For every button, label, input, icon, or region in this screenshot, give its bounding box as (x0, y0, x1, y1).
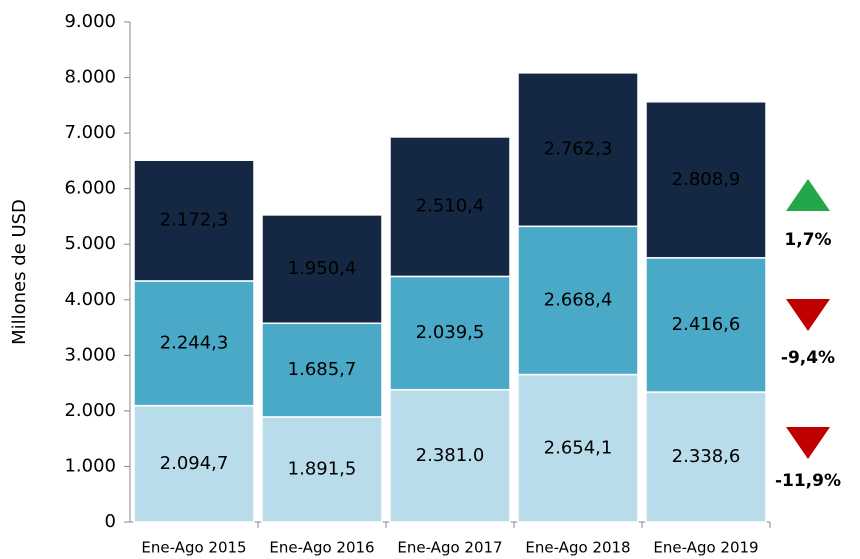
bar-segment (517, 225, 639, 376)
annotation: -11,9% (775, 471, 841, 491)
data-label: 2.510,4 (416, 196, 485, 217)
y-tick-label: 5.000 (64, 233, 116, 254)
bar-segment (261, 416, 383, 523)
bar-segment (133, 280, 255, 407)
annotation: -9,4% (781, 348, 835, 368)
data-label: 2.172,3 (160, 210, 229, 231)
bar-segment (645, 101, 767, 259)
y-tick-label: 4.000 (64, 289, 116, 310)
data-label: 1.685,7 (288, 359, 357, 380)
y-tick-label: 3.000 (64, 344, 116, 365)
data-label: 2.668,4 (544, 289, 613, 310)
bar-segment (645, 391, 767, 523)
y-tick-label: 9.000 (64, 11, 116, 32)
y-axis-label: Millones de USD (9, 199, 30, 345)
y-tick-label: 2.000 (64, 400, 116, 421)
y-tick-label: 7.000 (64, 122, 116, 143)
y-tick-label: 6.000 (64, 178, 116, 199)
trend-arrow (786, 179, 830, 211)
bar-segment (261, 322, 383, 418)
bar-segment (389, 136, 511, 278)
bar-segment (517, 373, 639, 523)
y-tick-label: 8.000 (64, 67, 116, 88)
x-tick-label: Ene-Ago 2015 (141, 539, 246, 557)
data-label: 2.039,5 (416, 322, 485, 343)
data-label: 1.891,5 (288, 458, 357, 479)
data-label: 2.808,9 (672, 169, 741, 190)
data-label: 2.416,6 (672, 314, 741, 335)
data-label: 2.338,6 (672, 446, 741, 467)
bar-segment (645, 257, 767, 393)
data-label: 2.762,3 (544, 139, 613, 160)
data-label: 2.654,1 (544, 437, 613, 458)
y-tick-label: 0 (105, 511, 116, 532)
trend-arrow (786, 299, 830, 331)
annotation: 1,7% (784, 230, 831, 250)
data-label: 2.244,3 (160, 332, 229, 353)
data-label: 2.094,7 (160, 453, 229, 474)
bar-segment (133, 404, 255, 523)
data-label: 1.950,4 (288, 258, 357, 279)
x-tick-label: Ene-Ago 2016 (269, 539, 374, 557)
bar-segment (133, 159, 255, 282)
x-tick-label: Ene-Ago 2019 (653, 539, 758, 557)
bar-segment (517, 72, 639, 228)
y-tick-label: 1.000 (64, 455, 116, 476)
bar-segment (389, 275, 511, 391)
bar-segment (261, 214, 383, 325)
x-tick-label: Ene-Ago 2017 (397, 539, 502, 557)
x-tick-label: Ene-Ago 2018 (525, 539, 630, 557)
trend-arrow (786, 427, 830, 459)
data-label: 2.381.0 (416, 445, 485, 466)
